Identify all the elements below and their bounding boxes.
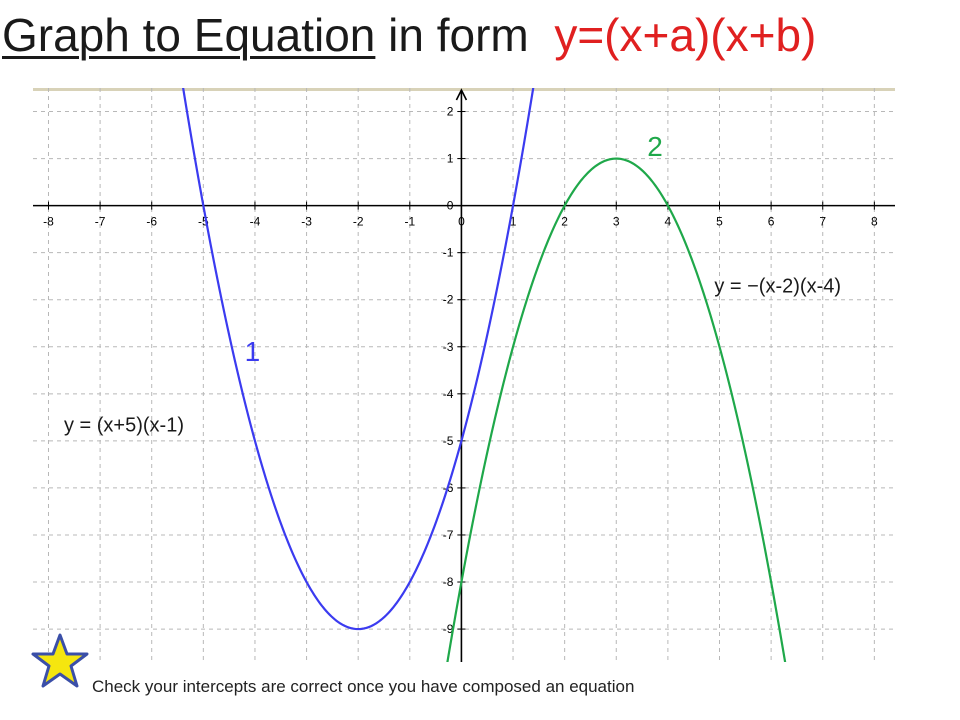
x-tick-label: 7	[819, 215, 826, 229]
y-tick-label: -9	[443, 622, 454, 636]
x-tick-label: -3	[301, 215, 312, 229]
y-tick-label: -1	[443, 246, 454, 260]
y-tick-label: 0	[447, 199, 454, 213]
y-tick-label: 1	[447, 152, 454, 166]
y-tick-label: -7	[443, 528, 454, 542]
plot-background	[33, 88, 895, 662]
y-tick-label: -8	[443, 575, 454, 589]
equation-label-2: y = −(x-2)(x-4)	[714, 276, 841, 298]
x-tick-label: -8	[43, 215, 54, 229]
y-axis-arrow	[455, 88, 468, 101]
x-tick-label: 0	[458, 215, 465, 229]
y-tick-label: -5	[443, 434, 454, 448]
x-tick-label: 3	[613, 215, 620, 229]
title-form: y=(x+a)(x+b)	[554, 9, 817, 61]
series-line-1	[182, 88, 535, 631]
x-tick-label: -4	[250, 215, 261, 229]
x-tick-label: -1	[404, 215, 415, 229]
curve-number-1: 1	[245, 336, 261, 367]
x-tick-label: -6	[146, 215, 157, 229]
x-tick-label: 1	[510, 215, 517, 229]
x-tick-label: 6	[768, 215, 775, 229]
x-tick-label: 8	[871, 215, 878, 229]
curve-number-2: 2	[647, 131, 663, 162]
x-tick-label: 5	[716, 215, 723, 229]
graph: -8 -7 -6 -5 -4 -3 -2 -1 0 1 2 3 4 5 6 7 8210-1-2-3-4-5-6…	[33, 88, 895, 662]
equation-label-1: y = (x+5)(x-1)	[64, 414, 184, 436]
y-tick-label: 2	[447, 105, 454, 119]
y-tick-label: -2	[443, 293, 454, 307]
x-tick-label: -7	[95, 215, 106, 229]
x-tick-label: 2	[561, 215, 568, 229]
y-tick-label: -4	[443, 387, 454, 401]
slide-title: Graph to Equation in form y=(x+a)(x+b)	[2, 10, 816, 61]
title-rest: in form	[388, 9, 529, 61]
x-tick-label: -2	[353, 215, 364, 229]
series-line-2	[446, 157, 787, 662]
x-tick-label: 4	[665, 215, 672, 229]
star-icon	[31, 633, 89, 688]
y-tick-label: -3	[443, 340, 454, 354]
x-tick-label: -5	[198, 215, 209, 229]
title-main: Graph to Equation	[2, 9, 376, 61]
footer-note: Check your intercepts are correct once y…	[92, 677, 635, 696]
